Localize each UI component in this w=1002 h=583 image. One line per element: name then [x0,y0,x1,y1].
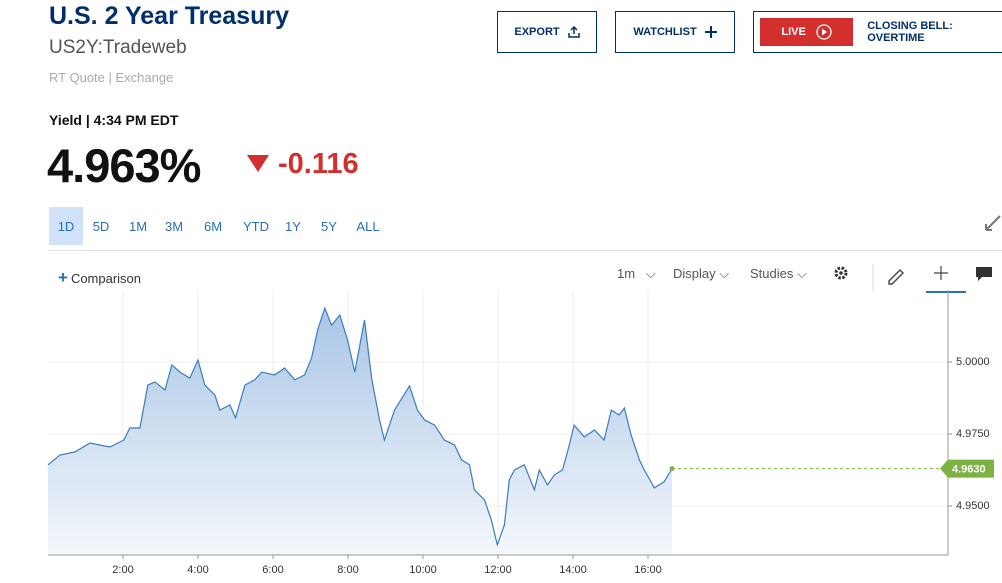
x-tick-label: 2:00 [112,564,133,576]
range-button[interactable]: 1M [128,218,148,234]
y-tick-label: 5.0000 [956,356,990,368]
x-tick-label: 4:00 [187,564,208,576]
export-icon [567,26,580,38]
watchlist-button[interactable]: WATCHLIST [615,11,735,53]
export-button[interactable]: EXPORT [497,11,597,53]
interval-button[interactable]: 1m ⌵ [617,266,656,281]
range-button[interactable]: 1Y [285,218,301,234]
studies-label: Studies [750,266,794,281]
settings-icon[interactable] [834,266,848,280]
price: 4.963% [47,139,201,192]
range-button[interactable]: 6M [203,218,223,234]
quote-source: RT Quote | Exchange [49,70,174,85]
yield-time: Yield | 4:34 PM EDT [49,112,179,128]
crosshair-icon[interactable] [934,266,948,280]
y-tick-label: 4.9750 [956,428,990,440]
range-button[interactable]: 5Y [321,218,337,234]
play-icon [816,24,832,40]
range-button[interactable]: 1D [49,207,83,245]
change: -0.116 [278,148,359,180]
y-tick-label: 4.9500 [956,500,990,512]
comment-icon[interactable] [976,267,992,281]
range-button[interactable]: ALL [356,218,380,234]
live-badge: LIVE [760,18,854,46]
watchlist-label: WATCHLIST [633,26,697,38]
range-button[interactable]: 5D [92,218,110,234]
current-tag [940,459,994,478]
chart-tools [834,264,992,293]
comparison-label: Comparison [70,271,142,286]
live-button[interactable]: LIVE CLOSING BELL: OVERTIME [753,11,1002,53]
range-button[interactable]: YTD [243,218,269,234]
down-arrow [247,155,269,172]
studies-button[interactable]: Studies ⌵ [750,266,807,281]
current-label: 4.9630 [952,463,986,475]
x-tick-label: 12:00 [484,564,512,576]
plus-icon [704,26,717,38]
x-tick-label: 6:00 [262,564,283,576]
symbol: US2Y:Tradeweb [49,37,187,58]
x-tick-label: 14:00 [559,564,587,576]
current-point [669,466,675,472]
x-tick-label: 16:00 [634,564,662,576]
x-tick-label: 8:00 [337,564,358,576]
range-button[interactable]: 3M [164,218,184,234]
expand-icon[interactable] [984,206,1002,232]
title: U.S. 2 Year Treasury [49,2,289,30]
comparison-button[interactable]: + Comparison [58,268,142,287]
chart: 4.9500 4.9750 5.0000 2:00 4:00 6:00 8:00 10:00 1… [47,290,994,576]
display-button[interactable]: Display ⌵ [673,266,730,281]
area-fill [48,308,672,555]
export-label: EXPORT [514,26,560,38]
display-label: Display [673,266,716,281]
separator [48,250,1002,251]
line [47,306,673,548]
closing-bell-label: CLOSING BELL: OVERTIME [867,20,953,44]
draw-icon[interactable] [888,269,904,285]
interval-label: 1m [617,266,636,281]
live-label: LIVE [781,26,806,38]
x-tick-label: 10:00 [409,564,437,576]
